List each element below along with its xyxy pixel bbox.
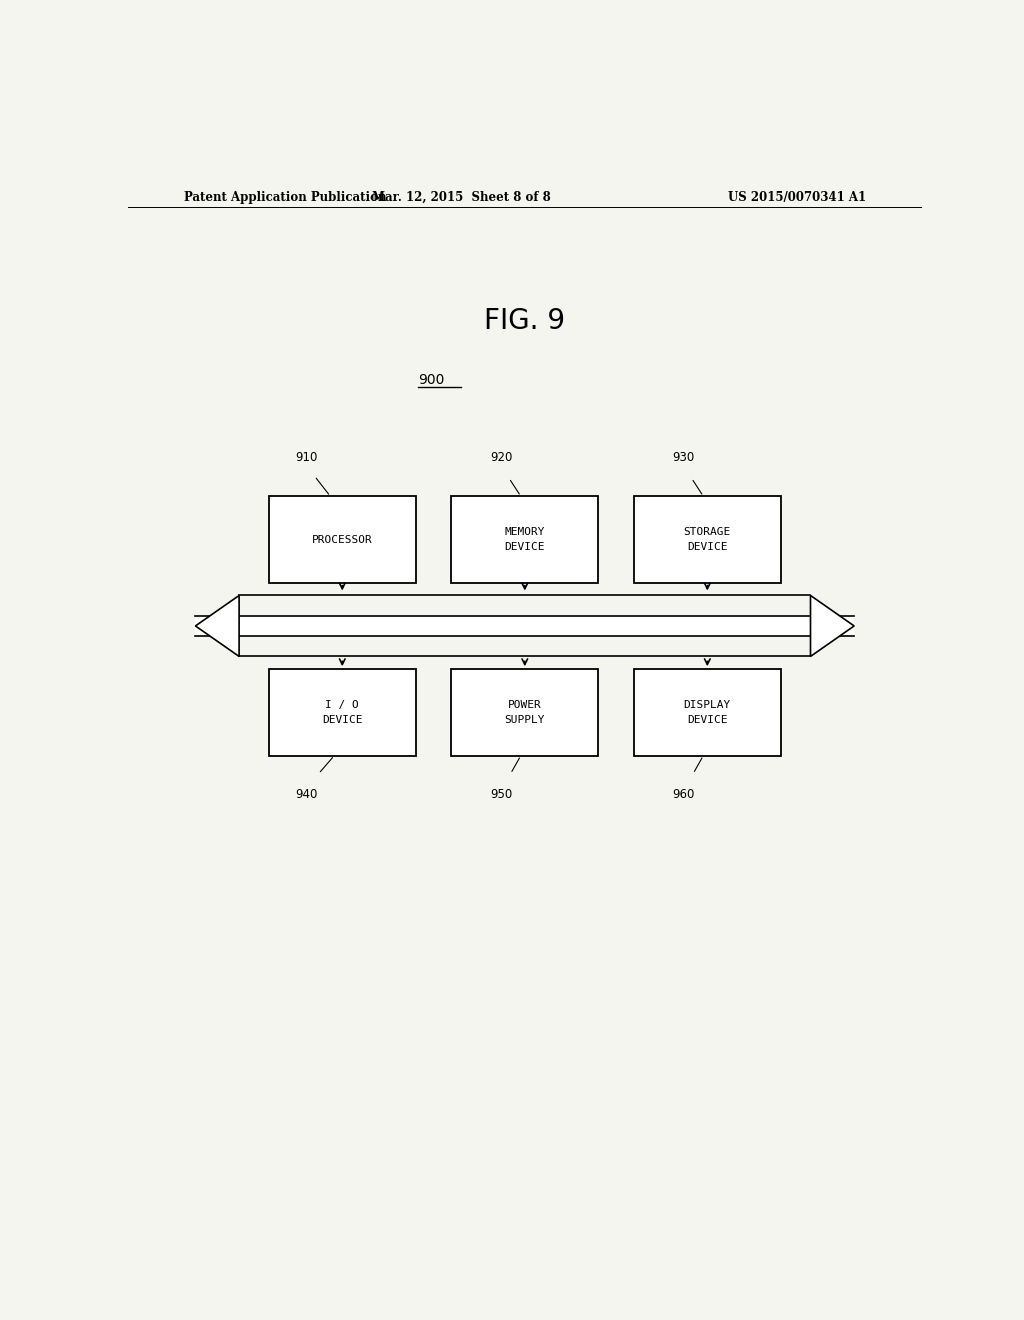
Bar <box>452 496 598 582</box>
Polygon shape <box>811 595 854 656</box>
Bar <box>269 669 416 755</box>
Text: 930: 930 <box>673 451 694 465</box>
Text: PROCESSOR: PROCESSOR <box>312 535 373 545</box>
Bar <box>452 669 598 755</box>
Text: 960: 960 <box>673 788 694 801</box>
Text: STORAGE
DEVICE: STORAGE DEVICE <box>684 527 731 552</box>
Text: DISPLAY
DEVICE: DISPLAY DEVICE <box>684 700 731 725</box>
Text: 940: 940 <box>295 788 317 801</box>
Bar <box>196 615 854 636</box>
Text: 910: 910 <box>295 451 317 465</box>
Text: Mar. 12, 2015  Sheet 8 of 8: Mar. 12, 2015 Sheet 8 of 8 <box>372 190 551 203</box>
Polygon shape <box>196 595 240 656</box>
Bar <box>634 669 780 755</box>
Text: US 2015/0070341 A1: US 2015/0070341 A1 <box>728 190 866 203</box>
Text: POWER
SUPPLY: POWER SUPPLY <box>505 700 545 725</box>
Text: FIG. 9: FIG. 9 <box>484 308 565 335</box>
Text: I / O
DEVICE: I / O DEVICE <box>322 700 362 725</box>
Text: 920: 920 <box>489 451 512 465</box>
Bar <box>269 496 416 582</box>
Text: 900: 900 <box>418 374 444 387</box>
Text: Patent Application Publication: Patent Application Publication <box>183 190 386 203</box>
Bar <box>634 496 780 582</box>
Text: MEMORY
DEVICE: MEMORY DEVICE <box>505 527 545 552</box>
Text: 950: 950 <box>489 788 512 801</box>
